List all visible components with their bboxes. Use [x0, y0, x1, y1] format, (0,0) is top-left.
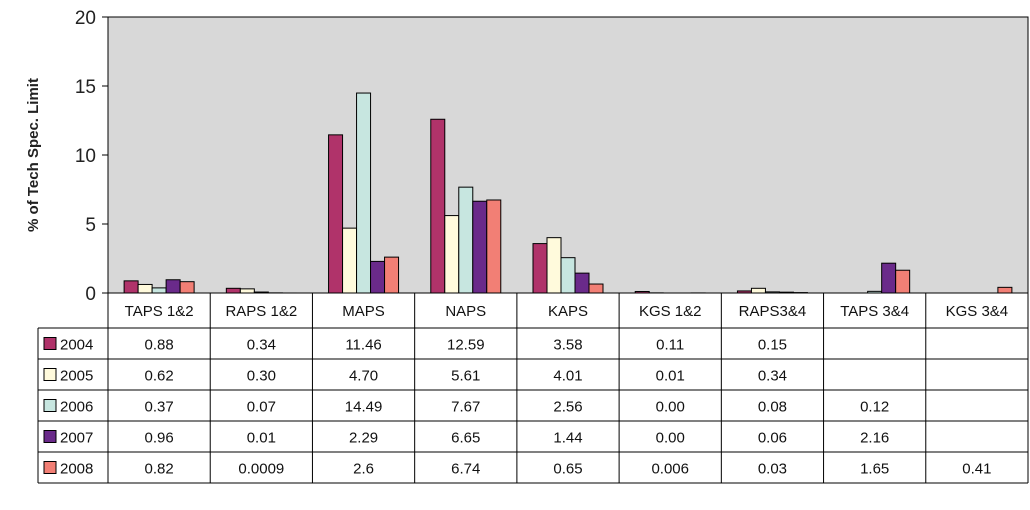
x-tick-label: RAPS3&4 [739, 303, 807, 320]
bar-2008 [997, 286, 1013, 294]
plot-area [107, 16, 1029, 294]
bar-2004 [532, 243, 548, 294]
bar-2008 [895, 269, 911, 294]
data-label: 0.37 [145, 399, 174, 416]
bar-2006 [151, 287, 167, 294]
data-label: 0.06 [758, 430, 787, 447]
data-label: 0.01 [656, 368, 685, 385]
data-label: 5.61 [451, 368, 480, 385]
data-label: 0.00 [656, 399, 685, 416]
data-label: 0.07 [247, 399, 276, 416]
data-label: 2.6 [353, 461, 374, 478]
bar-2008 [179, 281, 195, 294]
data-label: 0.08 [758, 399, 787, 416]
data-label: 1.44 [553, 430, 582, 447]
bars [123, 92, 1013, 294]
data-label: 0.82 [145, 461, 174, 478]
data-label: 0.65 [553, 461, 582, 478]
bar-2006 [560, 257, 576, 294]
data-label: 2.29 [349, 430, 378, 447]
legend-label: 2008 [60, 461, 93, 478]
bar-2004 [328, 134, 344, 294]
legend-label: 2006 [60, 399, 93, 416]
data-label: 12.59 [447, 337, 485, 354]
data-label: 6.65 [451, 430, 480, 447]
data-label: 14.49 [345, 399, 383, 416]
bar-2005 [750, 287, 766, 294]
data-label: 11.46 [345, 337, 381, 354]
data-label: 0.62 [145, 368, 174, 385]
data-label: 0.96 [145, 430, 174, 447]
x-tick-label: TAPS 3&4 [840, 303, 909, 320]
x-tick-label: KAPS [548, 303, 588, 320]
legend-swatch-2008 [43, 461, 57, 474]
x-tick-label: NAPS [445, 303, 486, 320]
data-label: 2.16 [860, 430, 889, 447]
x-tick-label: TAPS 1&2 [125, 303, 194, 320]
bar-2005 [444, 215, 460, 294]
legend-swatch-2007 [43, 430, 57, 443]
data-label: 0.00 [656, 430, 685, 447]
x-tick-label: KGS 3&4 [946, 303, 1009, 320]
data-label: 0.41 [962, 461, 991, 478]
legend-swatch-2006 [43, 399, 57, 412]
legend-label: 2004 [60, 337, 93, 354]
legend-swatch-2005 [43, 368, 57, 381]
data-label: 1.65 [860, 461, 889, 478]
data-label: 0.88 [145, 337, 174, 354]
data-label: 6.74 [451, 461, 480, 478]
y-tick-label: 10 [75, 146, 96, 167]
data-label: 0.15 [758, 337, 787, 354]
data-label: 0.30 [247, 368, 276, 385]
y-tick-label: 0 [85, 284, 96, 305]
bar-2007 [574, 272, 590, 294]
bar-2007 [881, 262, 897, 294]
data-label: 0.34 [247, 337, 276, 354]
bar-2007 [472, 200, 488, 294]
x-tick-label: RAPS 1&2 [225, 303, 297, 320]
bar-2008 [384, 256, 400, 294]
y-tick-label: 15 [75, 77, 96, 98]
data-label: 2.56 [553, 399, 582, 416]
data-label: 3.58 [553, 337, 582, 354]
legend-label: 2007 [60, 430, 93, 447]
legend-label: 2005 [60, 368, 93, 385]
data-table: TAPS 1&2 RAPS 1&2 MAPS NAPS KAPS KGS 1&2 RAPS3… [37, 293, 1029, 484]
data-label: 0.03 [758, 461, 787, 478]
bar-2006 [356, 92, 372, 294]
bar-2007 [165, 279, 181, 294]
bar-2004 [123, 280, 139, 294]
data-label: 0.006 [651, 461, 689, 478]
bar-2005 [137, 283, 153, 294]
bar-2005 [342, 227, 358, 294]
data-label: 4.70 [349, 368, 378, 385]
bar-2008 [486, 199, 502, 294]
data-label: 0.34 [758, 368, 787, 385]
x-tick-label: KGS 1&2 [639, 303, 702, 320]
y-tick-label: 20 [75, 8, 96, 29]
bar-2005 [546, 237, 562, 294]
data-label: 0.01 [247, 430, 276, 447]
data-label: 4.01 [553, 368, 582, 385]
bar-2005 [239, 288, 255, 294]
bar-2006 [458, 186, 474, 294]
bar-2008 [588, 283, 604, 294]
y-axis-label: % of Tech Spec. Limit [25, 78, 42, 232]
y-axis: 0 5 10 15 20 [75, 8, 108, 305]
bar-2004 [225, 287, 241, 294]
bar-2007 [370, 260, 386, 294]
data-label: 0.12 [860, 399, 889, 416]
bar-2004 [430, 118, 446, 294]
y-tick-label: 5 [85, 215, 96, 236]
data-label: 7.67 [451, 399, 480, 416]
data-label: 0.11 [656, 337, 684, 354]
data-label: 0.0009 [238, 461, 284, 478]
x-tick-label: MAPS [342, 303, 385, 320]
legend-swatch-2004 [43, 337, 57, 350]
